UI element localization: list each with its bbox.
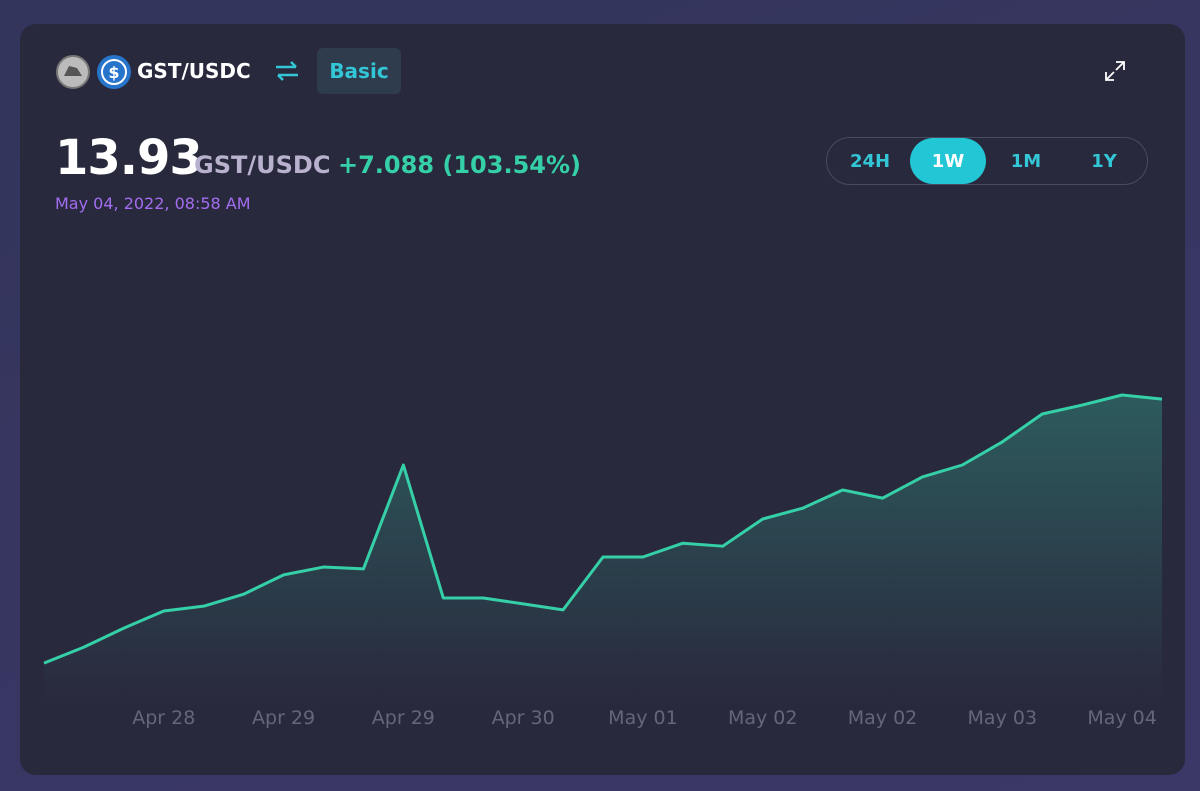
range-button[interactable]: 1Y [1091, 150, 1117, 172]
expand-icon[interactable] [1104, 60, 1126, 82]
price: 13.93 [55, 130, 203, 186]
pair-label: GST/USDC [137, 59, 251, 83]
x-tick-label: May 03 [968, 707, 1038, 729]
timestamp: May 04, 2022, 08:58 AM [55, 194, 251, 213]
token-icons: $ [56, 55, 131, 89]
range-button[interactable]: 1W [910, 138, 986, 184]
swap-icon[interactable] [274, 60, 300, 82]
x-tick-label: May 04 [1087, 707, 1157, 729]
x-tick-label: Apr 28 [132, 707, 195, 729]
price-change: +7.088 (103.54%) [338, 151, 581, 179]
range-selector: 24H 1W 1M 1Y [826, 137, 1148, 185]
line [43, 393, 1163, 665]
area [44, 394, 1162, 700]
x-tick-label: May 02 [848, 707, 918, 729]
range-button[interactable]: 1M [1010, 150, 1042, 172]
x-tick-label: Apr 30 [492, 707, 555, 729]
x-tick-label: May 02 [728, 707, 798, 729]
mode-button[interactable]: Basic [317, 48, 401, 94]
x-tick-label: May 01 [608, 707, 678, 729]
x-tick-label: Apr 29 [252, 707, 315, 729]
svg-text:$: $ [108, 63, 119, 82]
range-button[interactable]: 24H [849, 150, 891, 172]
price-pair: GST/USDC [194, 151, 331, 179]
x-tick-label: Apr 29 [372, 707, 435, 729]
